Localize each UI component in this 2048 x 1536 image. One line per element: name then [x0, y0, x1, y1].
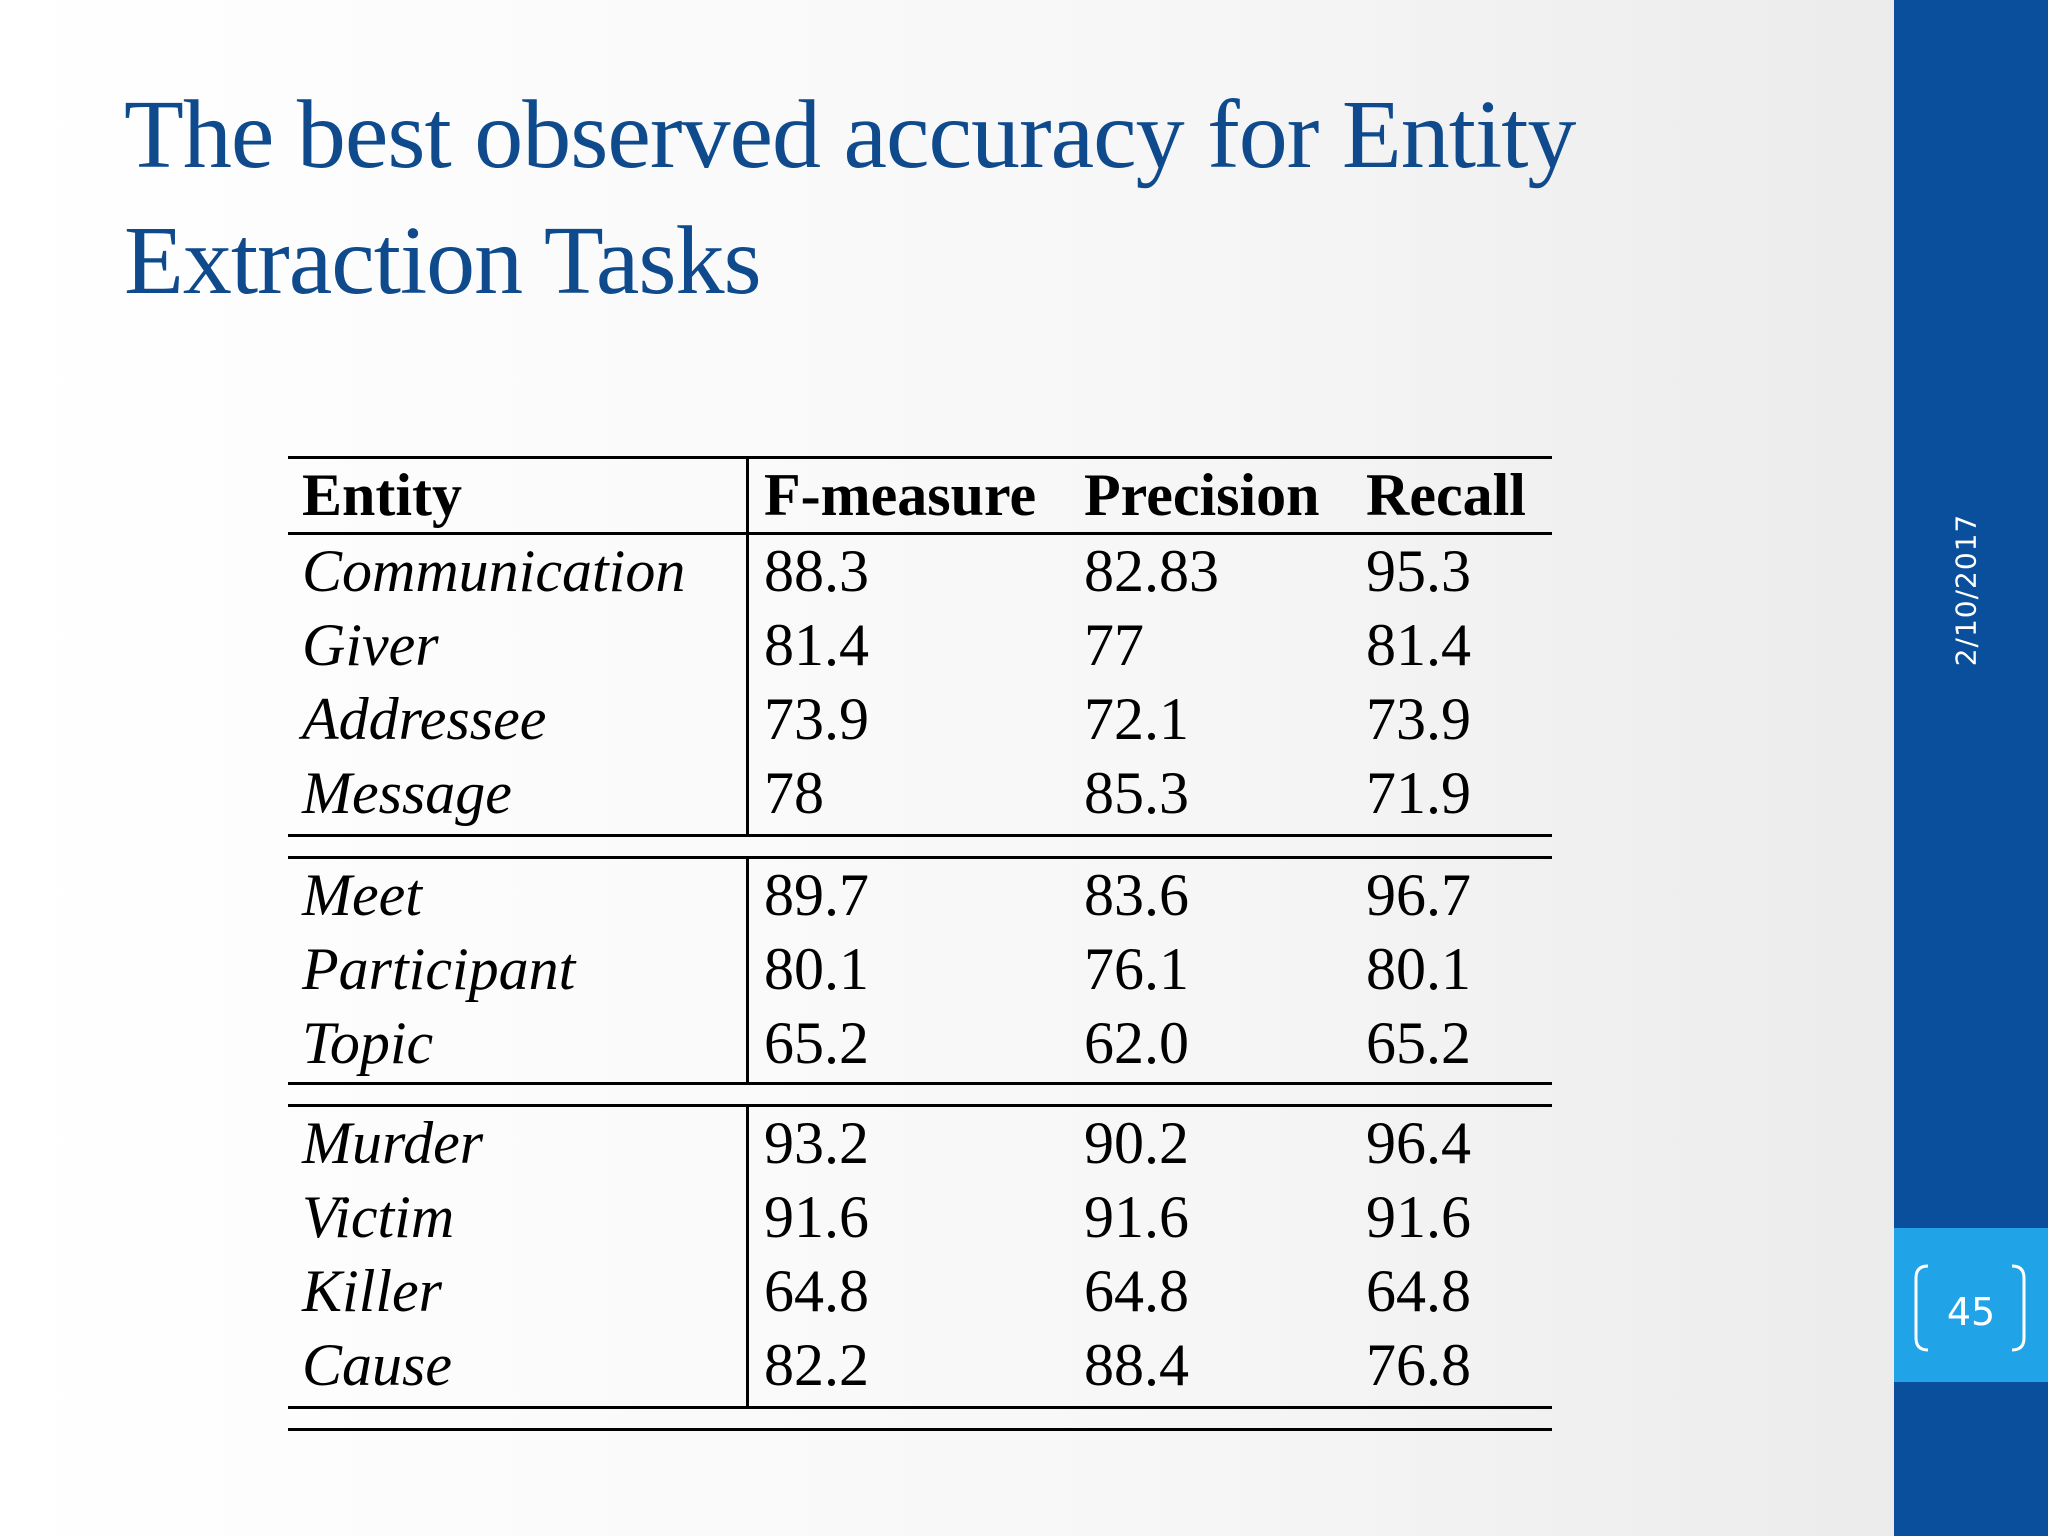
group-separator-rule	[288, 856, 1552, 859]
table-cell-f-measure: 89.7	[764, 862, 869, 928]
table-cell-entity: Topic	[302, 1010, 434, 1076]
column-separator	[746, 856, 749, 1085]
table-cell-recall: 95.3	[1366, 538, 1471, 604]
header-entity: Entity	[302, 462, 463, 528]
table-cell-f-measure: 93.2	[764, 1110, 869, 1176]
table-cell-precision: 62.0	[1084, 1010, 1189, 1076]
table-cell-entity: Murder	[302, 1110, 484, 1176]
group-separator-rule	[288, 1104, 1552, 1107]
table-cell-entity: Giver	[302, 612, 439, 678]
column-separator	[746, 1104, 749, 1409]
table-cell-precision: 85.3	[1084, 760, 1189, 826]
header-f-measure: F-measure	[764, 462, 1037, 528]
table-cell-f-measure: 80.1	[764, 936, 869, 1002]
table-cell-entity: Participant	[302, 936, 576, 1002]
table-cell-f-measure: 73.9	[764, 686, 869, 752]
table-cell-precision: 90.2	[1084, 1110, 1189, 1176]
table-cell-precision: 82.83	[1084, 538, 1219, 604]
table-cell-f-measure: 82.2	[764, 1332, 869, 1398]
table-cell-recall: 64.8	[1366, 1258, 1471, 1324]
table-cell-entity: Message	[302, 760, 512, 826]
table-cell-precision: 91.6	[1084, 1184, 1189, 1250]
table-cell-f-measure: 81.4	[764, 612, 869, 678]
table-cell-precision: 83.6	[1084, 862, 1189, 928]
table-cell-recall: 81.4	[1366, 612, 1471, 678]
table-bottom-rule	[288, 1406, 1552, 1409]
header-bottom-rule	[288, 532, 1552, 535]
header-precision: Precision	[1084, 462, 1320, 528]
table-cell-f-measure: 65.2	[764, 1010, 869, 1076]
table-bottom-rule	[288, 1428, 1552, 1431]
slide-title: The best observed accuracy for Entity Ex…	[124, 81, 1576, 315]
table-cell-entity: Cause	[302, 1332, 452, 1398]
table-cell-recall: 76.8	[1366, 1332, 1471, 1398]
table-cell-f-measure: 88.3	[764, 538, 869, 604]
group-separator-rule	[288, 1082, 1552, 1085]
table-cell-recall: 96.7	[1366, 862, 1471, 928]
group-separator-rule	[288, 834, 1552, 837]
table-cell-f-measure: 64.8	[764, 1258, 869, 1324]
table-cell-precision: 77	[1084, 612, 1144, 678]
table-cell-f-measure: 78	[764, 760, 824, 826]
table-cell-recall: 73.9	[1366, 686, 1471, 752]
table-cell-entity: Communication	[302, 538, 686, 604]
page-number-bracket-icon	[1914, 1264, 2026, 1352]
column-separator	[746, 456, 749, 837]
table-cell-entity: Killer	[302, 1258, 443, 1324]
page-number-box	[1894, 1228, 2048, 1382]
table-cell-recall: 80.1	[1366, 936, 1471, 1002]
page-number: 45	[1946, 1290, 1996, 1334]
slide-date: 2/10/2017	[1949, 513, 1983, 667]
table-cell-entity: Addressee	[302, 686, 547, 752]
table-cell-f-measure: 91.6	[764, 1184, 869, 1250]
table-cell-recall: 71.9	[1366, 760, 1471, 826]
table-cell-entity: Meet	[302, 862, 422, 928]
table-cell-recall: 96.4	[1366, 1110, 1471, 1176]
table-cell-precision: 88.4	[1084, 1332, 1189, 1398]
header-recall: Recall	[1366, 462, 1526, 528]
table-cell-precision: 72.1	[1084, 686, 1189, 752]
table-cell-precision: 76.1	[1084, 936, 1189, 1002]
table-cell-recall: 65.2	[1366, 1010, 1471, 1076]
table-cell-recall: 91.6	[1366, 1184, 1471, 1250]
table-cell-precision: 64.8	[1084, 1258, 1189, 1324]
table-top-rule	[288, 456, 1552, 459]
table-cell-entity: Victim	[302, 1184, 455, 1250]
